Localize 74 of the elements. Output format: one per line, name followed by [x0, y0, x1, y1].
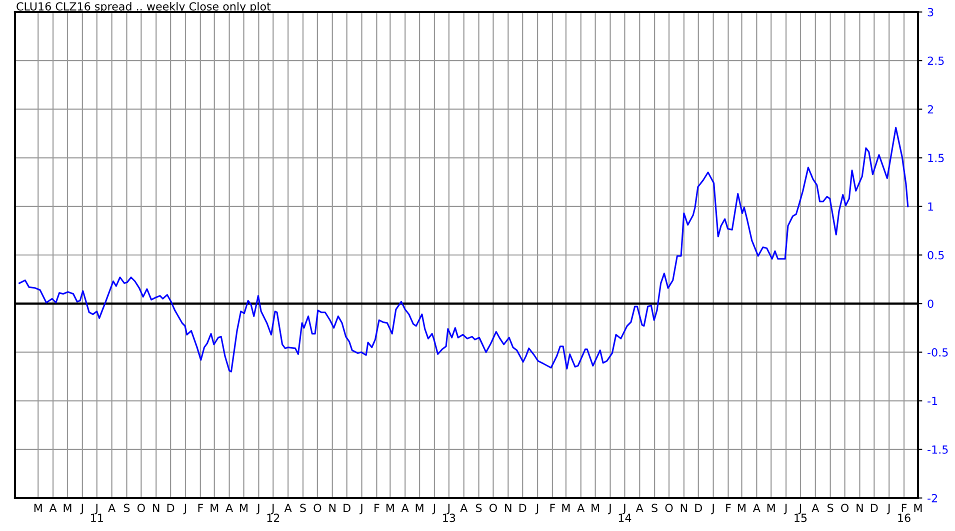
y-tick-label: -0.5	[928, 348, 948, 357]
x-tick-label: F	[550, 504, 556, 512]
x-tick-label: J 14	[618, 504, 632, 522]
x-tick-label: N	[856, 504, 863, 512]
y-tick-label: 3	[928, 8, 934, 16]
x-tick-label: A	[284, 504, 292, 512]
x-tick-label: O	[137, 504, 145, 512]
x-tick-label: M	[64, 504, 72, 512]
x-tick-label: A	[577, 504, 585, 512]
x-tick-label: S	[124, 504, 130, 512]
x-tick-label: S	[828, 504, 834, 512]
x-tick-label: A	[401, 504, 409, 512]
x-tick-label: A	[108, 504, 116, 512]
x-tick-label: J	[535, 504, 538, 514]
x-tick-label: F 16	[898, 504, 910, 522]
line-series	[18, 126, 909, 372]
chart-title: CLU16 CLZ16 spread .. weekly Close only plot	[16, 2, 271, 13]
x-tick-label: N	[153, 504, 160, 512]
x-tick-label: M	[210, 504, 218, 512]
x-tick-label: O	[314, 504, 322, 512]
x-tick-label: D	[167, 504, 174, 512]
x-tick-label: M	[386, 504, 394, 512]
y-tick-label: -1	[928, 396, 938, 406]
x-tick-label: A	[812, 504, 820, 512]
x-tick-label: A	[226, 504, 234, 512]
x-tick-label: J 13	[443, 504, 456, 522]
x-tick-label: J	[608, 504, 611, 514]
x-tick-label: D	[344, 504, 350, 512]
x-tick-label: S	[652, 504, 658, 512]
x-tick-label: N	[505, 504, 512, 512]
x-tick-label: F	[374, 504, 380, 512]
x-tick-label: J 12	[267, 504, 280, 522]
y-tick-label: 1	[928, 202, 934, 211]
y-tick-label: 0	[928, 300, 934, 308]
x-tick-label: F	[726, 504, 731, 512]
x-tick-label: J	[784, 504, 787, 514]
x-tick-label: M	[914, 504, 922, 512]
x-tick-label: A	[636, 504, 644, 512]
x-tick-label: O	[665, 504, 673, 512]
x-tick-label: O	[489, 504, 497, 512]
x-tick-label: J	[886, 504, 890, 514]
x-tick-label: J	[432, 504, 436, 514]
x-tick-label: S	[476, 504, 482, 512]
y-tick-label: -1.5	[928, 446, 948, 454]
y-tick-label: 2	[928, 105, 933, 114]
x-tick-label: M	[240, 504, 248, 512]
y-tick-label: 1.5	[928, 154, 944, 162]
x-tick-label: M	[562, 504, 570, 512]
x-tick-label: J	[711, 504, 714, 514]
x-tick-label: F	[198, 504, 203, 512]
x-tick-label: J 11	[91, 504, 103, 522]
x-tick-label: S	[300, 504, 306, 512]
x-tick-label: N	[680, 504, 688, 512]
y-tick-label: -2	[928, 494, 937, 502]
x-tick-label: M	[767, 504, 775, 512]
x-tick-label: J	[360, 504, 362, 514]
x-tick-label: D	[695, 504, 702, 512]
x-tick-label: J	[183, 504, 186, 514]
x-tick-label: M	[34, 504, 42, 512]
x-tick-label: A	[460, 504, 468, 512]
x-tick-label: M	[592, 504, 600, 512]
y-tick-label: 0.5	[928, 250, 944, 260]
x-tick-label: M	[738, 504, 746, 512]
x-tick-label: N	[329, 504, 336, 512]
x-tick-label: A	[752, 504, 760, 512]
x-tick-label: D	[519, 504, 526, 512]
x-tick-label: M	[416, 504, 424, 512]
x-tick-label: J	[256, 504, 260, 514]
x-tick-label: J	[80, 504, 83, 514]
x-tick-label: O	[841, 504, 849, 512]
x-tick-label: A	[49, 504, 57, 512]
y-tick-label: 2.5	[928, 56, 944, 65]
x-tick-label: D	[870, 504, 878, 512]
x-tick-label: J 15	[794, 504, 807, 522]
